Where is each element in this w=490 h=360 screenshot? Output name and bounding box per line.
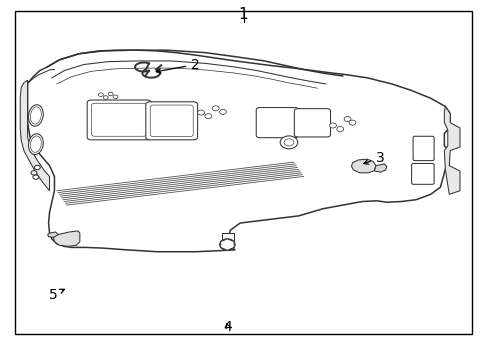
Polygon shape bbox=[444, 107, 460, 194]
Polygon shape bbox=[220, 239, 234, 250]
FancyBboxPatch shape bbox=[92, 103, 147, 136]
Circle shape bbox=[103, 96, 108, 99]
Circle shape bbox=[197, 110, 204, 115]
Polygon shape bbox=[53, 231, 80, 246]
Polygon shape bbox=[20, 80, 49, 191]
Text: 4: 4 bbox=[223, 320, 232, 334]
FancyBboxPatch shape bbox=[413, 136, 434, 161]
Text: 5: 5 bbox=[49, 288, 64, 302]
Circle shape bbox=[280, 136, 298, 149]
FancyBboxPatch shape bbox=[256, 108, 298, 138]
FancyBboxPatch shape bbox=[412, 163, 434, 184]
Circle shape bbox=[344, 117, 351, 122]
Circle shape bbox=[284, 139, 294, 146]
Circle shape bbox=[212, 106, 219, 111]
Circle shape bbox=[113, 95, 118, 99]
Circle shape bbox=[349, 120, 356, 125]
Circle shape bbox=[330, 123, 336, 128]
Ellipse shape bbox=[28, 105, 43, 126]
Bar bbox=[221, 233, 234, 247]
Polygon shape bbox=[374, 164, 387, 172]
Circle shape bbox=[205, 114, 212, 119]
Ellipse shape bbox=[30, 136, 41, 152]
Circle shape bbox=[108, 92, 113, 96]
FancyBboxPatch shape bbox=[150, 105, 193, 136]
Circle shape bbox=[33, 175, 39, 179]
Text: 1: 1 bbox=[239, 7, 248, 22]
Ellipse shape bbox=[28, 134, 43, 154]
FancyBboxPatch shape bbox=[294, 109, 331, 137]
Polygon shape bbox=[351, 159, 376, 173]
Circle shape bbox=[220, 239, 235, 250]
Text: 3: 3 bbox=[364, 151, 385, 165]
FancyBboxPatch shape bbox=[146, 102, 197, 140]
Polygon shape bbox=[48, 232, 58, 237]
Circle shape bbox=[220, 109, 226, 114]
Text: 2: 2 bbox=[156, 58, 200, 73]
Circle shape bbox=[31, 171, 37, 175]
Ellipse shape bbox=[30, 107, 41, 124]
Circle shape bbox=[223, 242, 231, 247]
Circle shape bbox=[98, 93, 103, 96]
Circle shape bbox=[337, 127, 343, 132]
Circle shape bbox=[34, 165, 40, 170]
Polygon shape bbox=[27, 50, 450, 252]
FancyBboxPatch shape bbox=[87, 100, 151, 140]
